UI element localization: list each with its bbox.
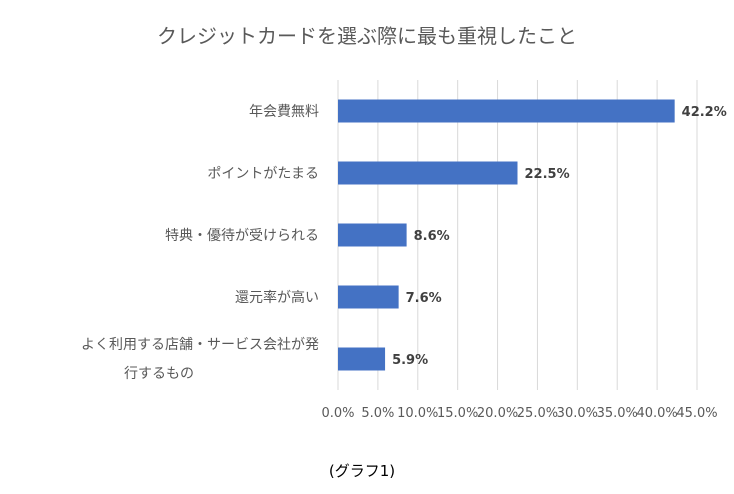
bars xyxy=(338,99,675,371)
x-tick-label: 10.0% xyxy=(397,406,438,421)
category-label: 年会費無料 xyxy=(249,104,319,120)
chart-title: クレジットカードを選ぶ際に最も重視したこと xyxy=(157,24,577,48)
x-tick-labels: 0.0% 5.0% 10.0%15.0%20.0%25.0%30.0%35.0%40… xyxy=(321,406,717,421)
x-tick-label: 40.0% xyxy=(636,406,677,421)
x-tick-label: 0.0% xyxy=(321,406,354,421)
bar xyxy=(338,223,407,247)
data-label: 22.5% xyxy=(525,167,570,182)
bar xyxy=(338,99,675,123)
data-label: 8.6% xyxy=(414,229,450,244)
data-label: 7.6% xyxy=(406,291,442,306)
category-label: 特典・優待が受けられる xyxy=(165,228,319,244)
chart-caption: (グラフ1) xyxy=(329,462,395,480)
data-label: 5.9% xyxy=(392,353,428,368)
category-label: 還元率が高い xyxy=(235,289,319,306)
x-tick-label: 25.0% xyxy=(517,406,558,421)
category-labels: 年会費無料ポイントがたまる特典・優待が受けられる還元率が高いよく利用する店舗・サ… xyxy=(81,104,319,382)
x-tick-label: 35.0% xyxy=(597,406,638,421)
bar xyxy=(338,347,386,371)
data-labels: 42.2% 22.5% 8.6% 7.6% 5.9% xyxy=(392,105,727,368)
x-tick-label: 5.0% xyxy=(361,406,394,421)
x-tick-label: 15.0% xyxy=(437,406,478,421)
x-tick-label: 30.0% xyxy=(557,406,598,421)
category-label-line: 行するもの xyxy=(124,366,194,382)
data-label: 42.2% xyxy=(682,105,727,120)
bar xyxy=(338,285,399,309)
x-tick-label: 45.0% xyxy=(676,406,717,421)
bar xyxy=(338,161,518,185)
x-tick-label: 20.0% xyxy=(477,406,518,421)
gridlines xyxy=(337,80,698,390)
category-label-line: よく利用する店舗・サービス会社が発 xyxy=(81,337,319,353)
category-label: ポイントがたまる xyxy=(207,166,319,182)
